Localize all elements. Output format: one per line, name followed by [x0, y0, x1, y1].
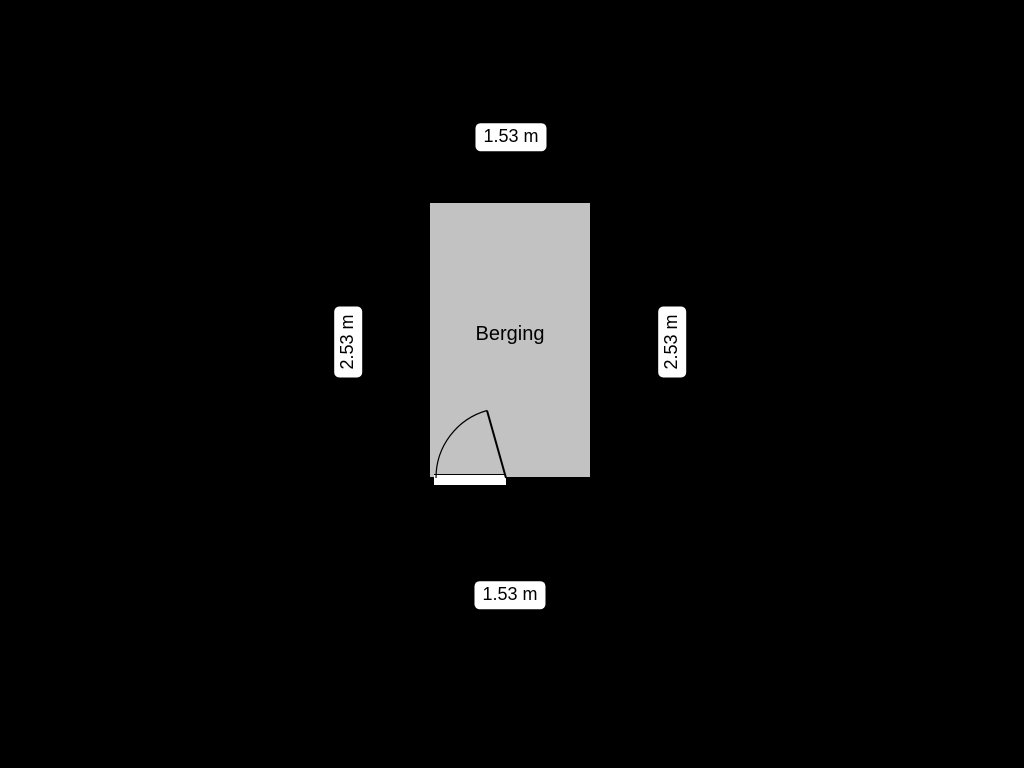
dimension-bottom-text: 1.53 m [482, 584, 537, 604]
dimension-right: 2.53 m [658, 306, 686, 377]
door-swing [426, 400, 526, 486]
room-label: Berging [476, 323, 545, 346]
dimension-left: 2.53 m [334, 306, 362, 377]
dimension-top: 1.53 m [475, 123, 546, 151]
dimension-left-text: 2.53 m [337, 314, 357, 369]
floorplan-canvas: Berging 1.53 m 1.53 m 2.53 m 2.53 m [0, 0, 1024, 768]
dimension-bottom: 1.53 m [474, 581, 545, 609]
dimension-top-text: 1.53 m [483, 126, 538, 146]
dimension-right-text: 2.53 m [661, 314, 681, 369]
